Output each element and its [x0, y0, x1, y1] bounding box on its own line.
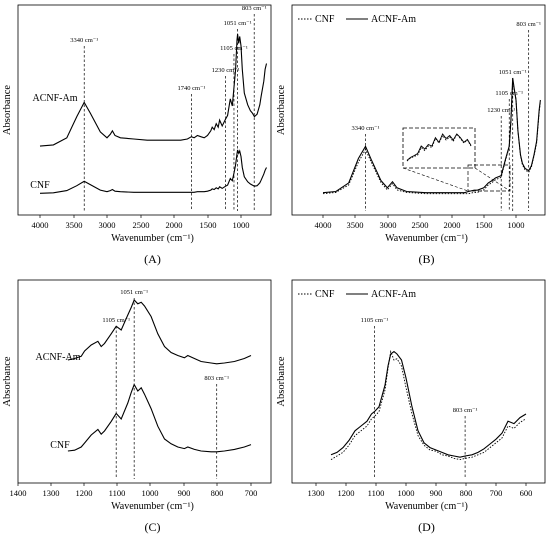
x-axis-label: Wavenumber (cm⁻¹)	[111, 501, 194, 512]
peak-annotation: 3340 cm⁻¹	[351, 125, 379, 132]
series-line-acnf-am	[322, 77, 541, 194]
x-tick-label: 1000	[398, 488, 415, 498]
x-tick-label: 3000	[99, 220, 116, 230]
zoom-region-box	[467, 164, 511, 192]
zoom-connector	[474, 167, 511, 192]
x-tick-label: 2500	[133, 220, 150, 230]
legend-label: ACNF-Am	[371, 289, 416, 300]
legend-label: CNF	[315, 14, 335, 25]
zoom-connector	[402, 167, 469, 192]
x-tick-label: 1000	[508, 220, 525, 230]
peak-annotation: 1051 cm⁻¹	[499, 69, 527, 76]
x-tick-label: 600	[520, 488, 533, 498]
plot-frame	[291, 279, 546, 484]
panel-a: 4000 3500 3000 2500 2000 1500 1000 Wavenumber (…	[2, 4, 272, 266]
series-line-cnf	[39, 149, 267, 194]
x-tick-label: 800	[211, 488, 224, 498]
legend: CNF ACNF-Am	[298, 289, 416, 300]
x-tick-label: 1200	[76, 488, 93, 498]
series-line-cnf	[322, 80, 541, 195]
curve-label: CNF	[50, 440, 70, 451]
x-tick-label: 900	[178, 488, 191, 498]
curve-label: ACNF-Am	[32, 93, 77, 104]
x-tick-label: 700	[490, 488, 503, 498]
x-tick-label: 1500	[476, 220, 493, 230]
x-tick-label: 3500	[347, 220, 364, 230]
peak-annotation: 1105 cm⁻¹	[220, 45, 248, 52]
peak-annotation: 803 cm⁻¹	[242, 5, 267, 12]
x-tick-label: 2000	[166, 220, 183, 230]
peak-annotation: 1230 cm⁻¹	[487, 107, 515, 114]
legend: CNF ACNF-Am	[298, 14, 416, 25]
x-tick-label: 1300	[43, 488, 60, 498]
inset-series-line	[406, 133, 472, 161]
peak-annotation: 1230 cm⁻¹	[212, 67, 240, 74]
peak-annotation: 803 cm⁻¹	[204, 375, 229, 382]
x-axis-label: Wavenumber (cm⁻¹)	[111, 233, 194, 244]
x-tick-label: 2500	[412, 220, 429, 230]
x-tick-label: 3000	[380, 220, 397, 230]
series-line-acnf-am	[67, 298, 252, 365]
panel-caption: (A)	[144, 252, 161, 266]
x-axis-label: Wavenumber (cm⁻¹)	[385, 501, 468, 512]
x-tick-label: 1300	[308, 488, 325, 498]
inset-series-line	[406, 133, 472, 162]
peak-annotation: 1105 cm⁻¹	[361, 317, 389, 324]
series-line-acnf-am	[39, 33, 268, 147]
x-axis-label: Wavenumber (cm⁻¹)	[385, 233, 468, 244]
peak-annotation: 1105 cm⁻¹	[495, 90, 523, 97]
legend-label: ACNF-Am	[371, 14, 416, 25]
peak-annotation: 803 cm⁻¹	[453, 407, 478, 414]
peak-annotation: 1740 cm⁻¹	[177, 85, 205, 92]
series-line-cnf	[67, 383, 252, 453]
peak-annotation: 1051 cm⁻¹	[224, 20, 252, 27]
plot-frame	[291, 4, 546, 216]
curve-label: ACNF-Am	[35, 352, 80, 363]
series-line-acnf-am	[330, 350, 527, 458]
panel-caption: (B)	[419, 252, 435, 266]
panel-c: 1400 1300 1200 1100 1000 900 800 700 Wavenumber …	[2, 279, 272, 534]
x-tick-label: 1100	[109, 488, 126, 498]
x-tick-label: 4000	[315, 220, 332, 230]
y-axis-label: Absorbance	[2, 356, 13, 406]
y-axis-label: Absorbance	[276, 85, 287, 135]
x-tick-label: 3500	[66, 220, 83, 230]
panel-d: 1300 1200 1100 1000 900 800 700 600 Wavenumber (…	[276, 279, 546, 534]
panel-b: 4000 3500 3000 2500 2000 1500 1000 Wavenumber (…	[276, 4, 546, 266]
x-tick-label: 1400	[10, 488, 27, 498]
legend-label: CNF	[315, 289, 335, 300]
x-tick-label: 700	[245, 488, 258, 498]
peak-annotation: 1105 cm⁻¹	[102, 317, 130, 324]
x-tick-label: 4000	[32, 220, 49, 230]
x-tick-label: 1000	[233, 220, 250, 230]
series-line-cnf	[330, 349, 527, 461]
plot-frame	[17, 4, 272, 216]
x-tick-label: 2000	[444, 220, 461, 230]
y-axis-label: Absorbance	[276, 356, 287, 406]
x-tick-label: 900	[430, 488, 443, 498]
x-tick-label: 800	[460, 488, 473, 498]
plot-frame	[17, 279, 272, 484]
peak-annotation: 803 cm⁻¹	[516, 21, 541, 28]
inset-box	[402, 127, 476, 169]
x-tick-label: 1100	[368, 488, 385, 498]
panel-caption: (D)	[418, 520, 435, 534]
x-tick-label: 1500	[200, 220, 217, 230]
curve-label: CNF	[30, 180, 50, 191]
peak-annotation: 1051 cm⁻¹	[120, 289, 148, 296]
x-tick-label: 1000	[142, 488, 159, 498]
x-tick-label: 1200	[338, 488, 355, 498]
peak-annotation: 3340 cm⁻¹	[70, 37, 98, 44]
panel-caption: (C)	[145, 520, 161, 534]
y-axis-label: Absorbance	[2, 85, 13, 135]
